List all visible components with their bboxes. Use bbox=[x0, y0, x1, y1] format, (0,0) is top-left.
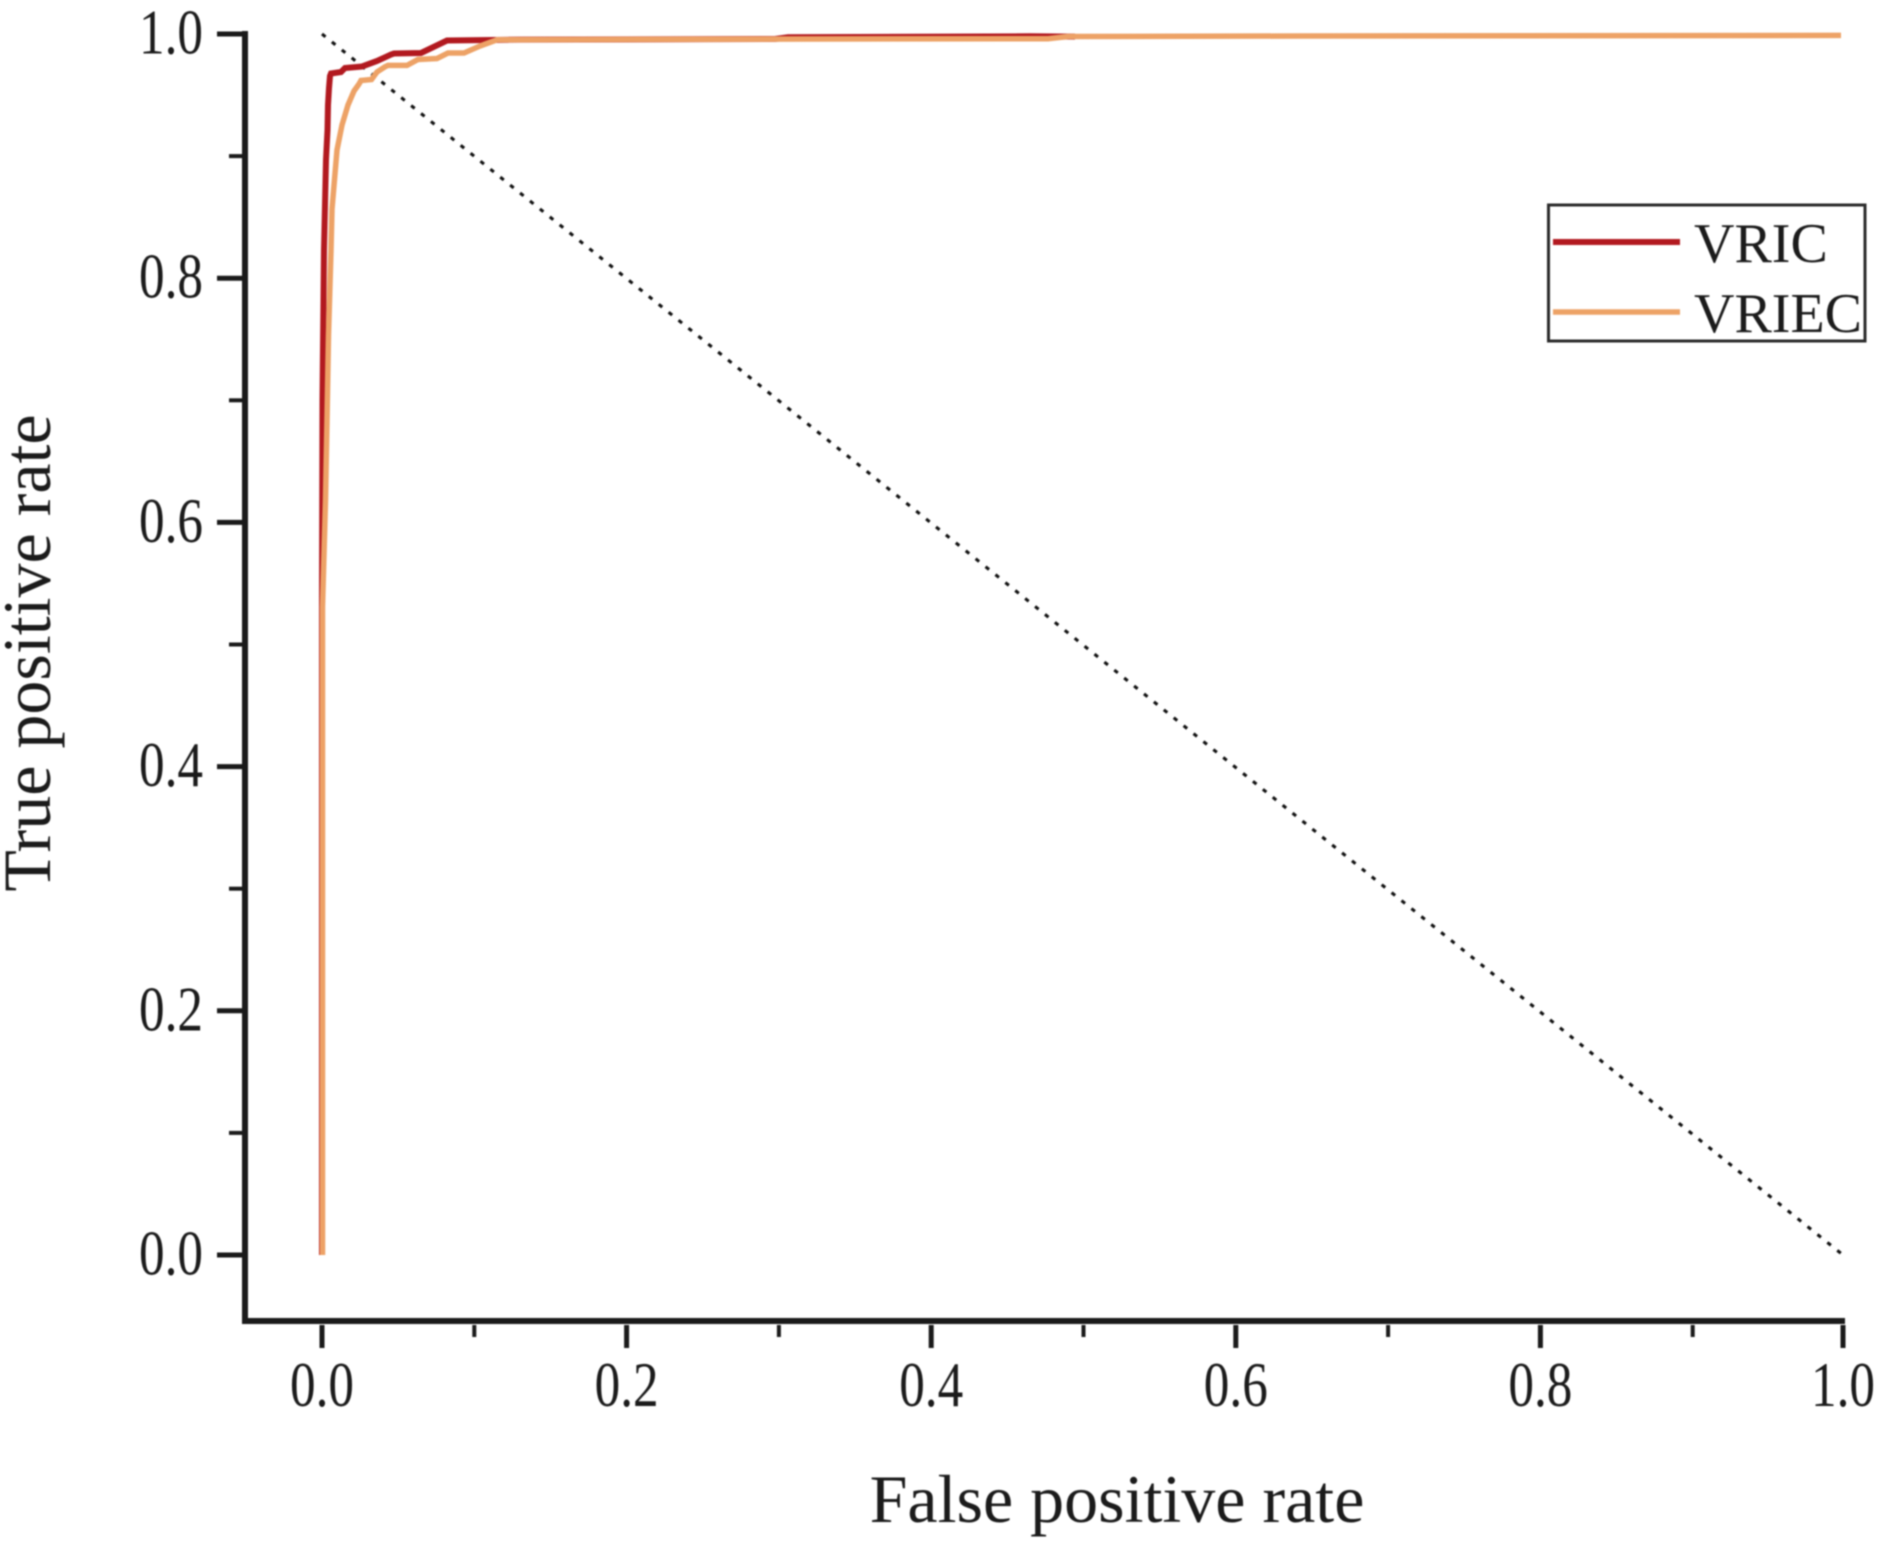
svg-text:True positive rate: True positive rate bbox=[0, 414, 65, 891]
svg-text:1.0: 1.0 bbox=[1811, 1350, 1875, 1420]
svg-text:0.2: 0.2 bbox=[139, 974, 203, 1044]
svg-text:0.8: 0.8 bbox=[139, 242, 203, 312]
svg-text:0.4: 0.4 bbox=[899, 1350, 963, 1420]
svg-text:0.6: 0.6 bbox=[139, 486, 203, 556]
svg-text:0.2: 0.2 bbox=[595, 1350, 659, 1420]
svg-text:False positive rate: False positive rate bbox=[870, 1461, 1365, 1537]
svg-text:0.6: 0.6 bbox=[1204, 1350, 1268, 1420]
svg-text:0.0: 0.0 bbox=[290, 1350, 354, 1420]
svg-text:0.8: 0.8 bbox=[1508, 1350, 1572, 1420]
svg-text:VRIC: VRIC bbox=[1694, 213, 1828, 275]
svg-text:0.4: 0.4 bbox=[139, 730, 203, 800]
svg-text:VRIEC: VRIEC bbox=[1694, 283, 1862, 345]
svg-text:0.0: 0.0 bbox=[139, 1219, 203, 1289]
svg-text:1.0: 1.0 bbox=[139, 0, 203, 68]
